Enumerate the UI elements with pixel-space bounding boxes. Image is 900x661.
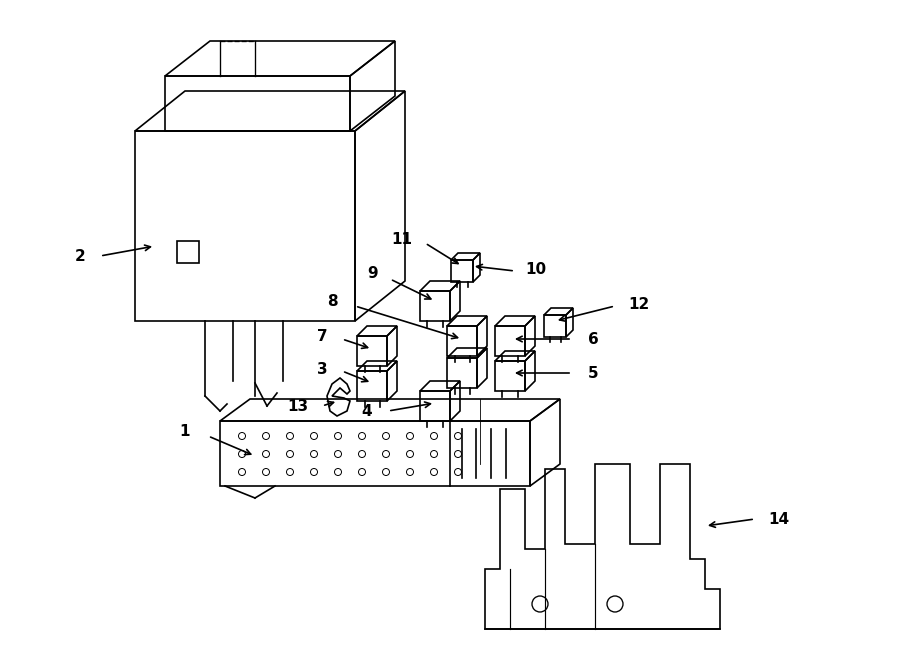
Text: 14: 14 <box>768 512 789 527</box>
Text: 1: 1 <box>179 424 190 438</box>
Text: 12: 12 <box>628 297 649 311</box>
Text: 3: 3 <box>318 362 328 377</box>
Text: 7: 7 <box>318 329 328 344</box>
Text: 2: 2 <box>74 249 85 264</box>
Text: 5: 5 <box>588 366 598 381</box>
Text: 13: 13 <box>287 399 308 414</box>
Text: 9: 9 <box>367 266 378 280</box>
Text: 4: 4 <box>362 403 372 418</box>
Text: 6: 6 <box>588 332 598 346</box>
Text: 8: 8 <box>328 293 338 309</box>
Text: 11: 11 <box>391 231 412 247</box>
Text: 10: 10 <box>525 262 546 276</box>
